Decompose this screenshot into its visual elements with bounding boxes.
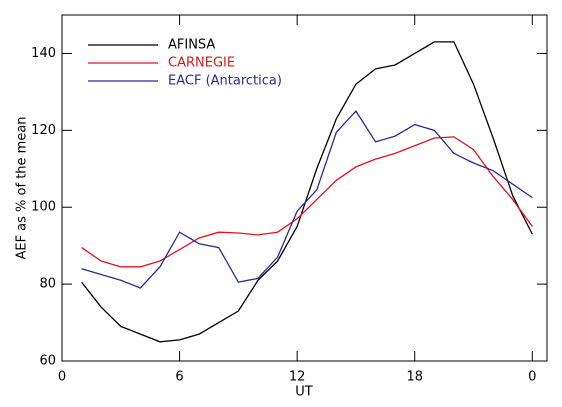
x-tick-label: 0 bbox=[528, 370, 536, 385]
series-line bbox=[81, 136, 533, 268]
series-line bbox=[81, 41, 533, 343]
x-tick-label: 12 bbox=[289, 370, 306, 385]
x-tick-label: 0 bbox=[58, 370, 66, 385]
y-tick-label: 60 bbox=[39, 354, 56, 369]
series-line bbox=[81, 110, 533, 289]
legend-label: CARNEGIE bbox=[168, 56, 235, 71]
y-tick-label: 100 bbox=[31, 200, 56, 215]
y-tick-label: 140 bbox=[31, 46, 56, 61]
legend-label: AFINSA bbox=[168, 38, 215, 53]
x-tick-label: 6 bbox=[175, 370, 183, 385]
legend-label: EACF (Antarctica) bbox=[168, 74, 282, 89]
x-axis-label: UT bbox=[295, 385, 313, 400]
y-tick-label: 80 bbox=[39, 277, 56, 292]
x-tick-label: 18 bbox=[406, 370, 423, 385]
plot-frame bbox=[61, 14, 548, 362]
y-tick-label: 120 bbox=[31, 123, 56, 138]
y-axis-label: AEF as % of the mean bbox=[15, 116, 30, 259]
